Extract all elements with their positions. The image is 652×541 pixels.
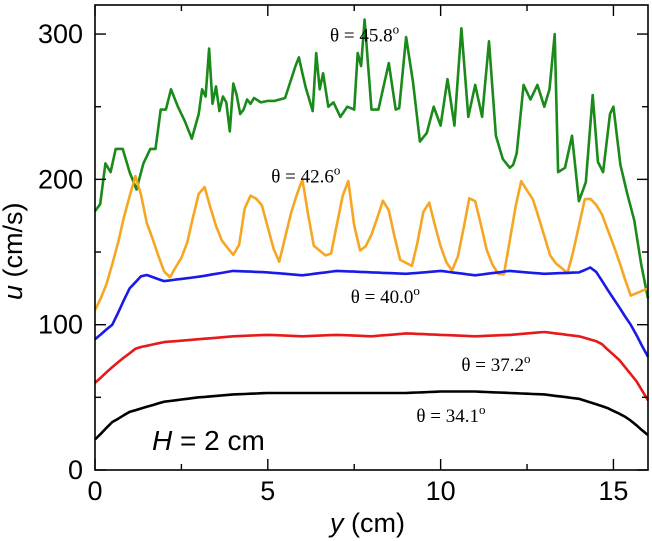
series-line-3 <box>94 330 650 401</box>
series-label-3: θ = 37.2o <box>461 351 530 376</box>
y-axis-rest: (cm/s) <box>0 202 28 284</box>
series-label-2: θ = 40.0o <box>351 283 420 308</box>
panel-label: H = 2 cm <box>152 425 265 456</box>
series-labels: θ = 45.8o θ = 42.6o θ = 40.0o θ = 37.2o θ = … <box>271 21 530 427</box>
series-group <box>93 18 650 441</box>
series-line-4 <box>94 390 649 441</box>
x-axis-var: y <box>328 508 345 538</box>
y-axis-var: u <box>0 285 28 300</box>
series-label-0: θ = 45.8o <box>330 21 399 46</box>
plot-frame <box>94 4 649 471</box>
y-tick-label: 200 <box>38 164 83 194</box>
x-axis-title: y (cm) <box>328 508 405 538</box>
y-tick-label: 300 <box>38 19 83 49</box>
series-label-4: θ = 34.1o <box>416 402 485 427</box>
y-tick-label: 0 <box>68 455 83 485</box>
series-line-1 <box>93 174 649 311</box>
panel-label-var: H <box>152 425 173 456</box>
x-tick-label: 0 <box>87 476 102 506</box>
series-line-0 <box>93 18 650 299</box>
series-label-1: θ = 42.6o <box>271 162 340 187</box>
x-axis-rest: (cm) <box>344 508 405 538</box>
y-tick-label: 100 <box>38 310 83 340</box>
panel-label-rest: = 2 cm <box>172 425 265 456</box>
ticks: 0 5 10 15 0 100 200 300 <box>38 5 648 506</box>
series-line-2 <box>94 266 650 358</box>
x-tick-label: 15 <box>598 476 628 506</box>
y-axis-title: u (cm/s) <box>0 202 28 300</box>
x-tick-label: 5 <box>260 476 275 506</box>
x-tick-label: 10 <box>426 476 456 506</box>
